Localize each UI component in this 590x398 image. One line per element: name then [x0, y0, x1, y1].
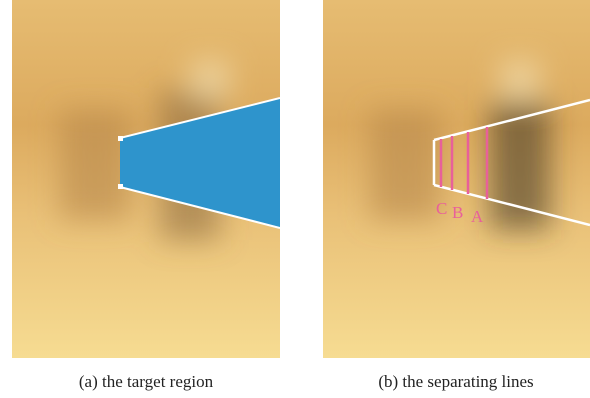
- figure: C B A (a) the target region (b) the sepa…: [0, 0, 590, 398]
- caption: (a) the target region: [79, 372, 214, 391]
- photo-a: [12, 0, 280, 358]
- line-label: C: [436, 199, 447, 218]
- photo-b: C B A: [323, 0, 590, 358]
- line-label: B: [452, 203, 463, 222]
- caption: (b) the separating lines: [378, 372, 533, 391]
- line-label: A: [471, 207, 484, 226]
